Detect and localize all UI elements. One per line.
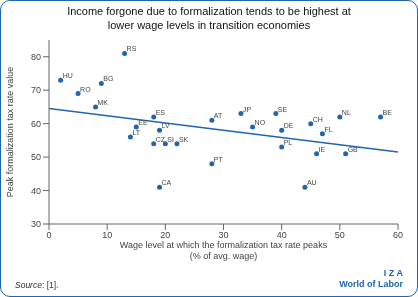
svg-text:70: 70: [31, 85, 41, 95]
svg-text:PT: PT: [214, 156, 224, 163]
svg-text:60: 60: [393, 230, 403, 240]
svg-text:80: 80: [31, 52, 41, 62]
svg-text:BG: BG: [103, 75, 113, 82]
svg-text:JP: JP: [243, 106, 252, 113]
svg-text:SK: SK: [179, 136, 189, 143]
svg-text:ES: ES: [156, 109, 166, 116]
svg-text:NO: NO: [255, 119, 266, 126]
svg-text:LV: LV: [162, 122, 170, 129]
svg-text:RO: RO: [80, 86, 91, 93]
svg-text:Wage level at which the formal: Wage level at which the formalization ta…: [120, 240, 328, 261]
svg-text:Peak formalization tax rate va: Peak formalization tax rate value: [8, 67, 15, 198]
svg-text:AT: AT: [214, 112, 223, 119]
svg-text:RS: RS: [127, 45, 137, 52]
svg-text:AU: AU: [307, 179, 317, 186]
svg-text:SI: SI: [167, 136, 174, 143]
svg-text:DE: DE: [284, 122, 294, 129]
svg-text:GB: GB: [348, 146, 358, 153]
svg-text:CH: CH: [313, 116, 323, 123]
svg-text:BE: BE: [383, 109, 393, 116]
svg-text:LT: LT: [132, 129, 140, 136]
svg-text:IE: IE: [319, 146, 326, 153]
svg-text:30: 30: [218, 230, 228, 240]
svg-text:SE: SE: [278, 106, 288, 113]
svg-text:30: 30: [31, 219, 41, 229]
html-text:I Z A: I Z A: [383, 268, 403, 278]
svg-text:50: 50: [31, 152, 41, 162]
svg-text:40: 40: [31, 186, 41, 196]
svg-text:NL: NL: [342, 109, 351, 116]
svg-text:10: 10: [102, 230, 112, 240]
svg-text:PL: PL: [284, 139, 293, 146]
svg-text:MK: MK: [98, 99, 109, 106]
html-text:Source: [1].: Source: [1].: [15, 280, 59, 290]
svg-text:EE: EE: [138, 119, 148, 126]
svg-text:CZ: CZ: [155, 135, 165, 143]
svg-text:60: 60: [31, 119, 41, 129]
svg-text:CA: CA: [162, 179, 172, 186]
svg-text:50: 50: [335, 230, 345, 240]
svg-text:20: 20: [160, 230, 170, 240]
svg-text:HU: HU: [63, 72, 73, 79]
html-text:Income forgone due to formaliz: Income forgone due to formalization tend…: [67, 5, 351, 31]
svg-text:FL: FL: [324, 126, 332, 133]
html-text:World of Labor: World of Labor: [339, 279, 403, 289]
svg-text:40: 40: [277, 230, 287, 240]
svg-text:0: 0: [46, 230, 51, 240]
